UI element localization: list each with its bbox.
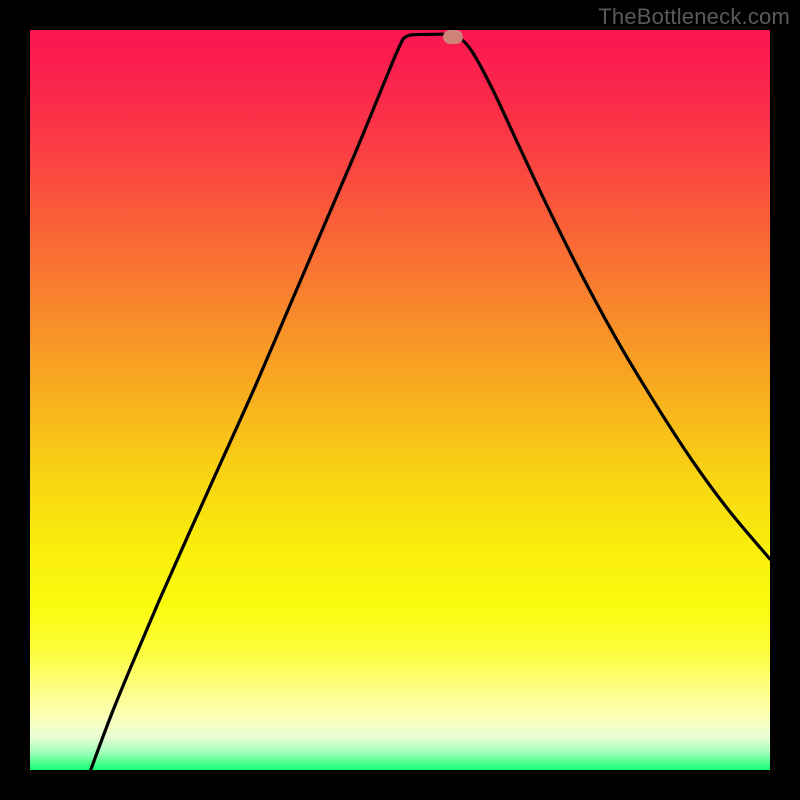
minimum-marker bbox=[443, 30, 463, 44]
watermark-text: TheBottleneck.com bbox=[598, 4, 790, 30]
bottleneck-curve bbox=[30, 30, 770, 770]
plot-area bbox=[30, 30, 770, 770]
